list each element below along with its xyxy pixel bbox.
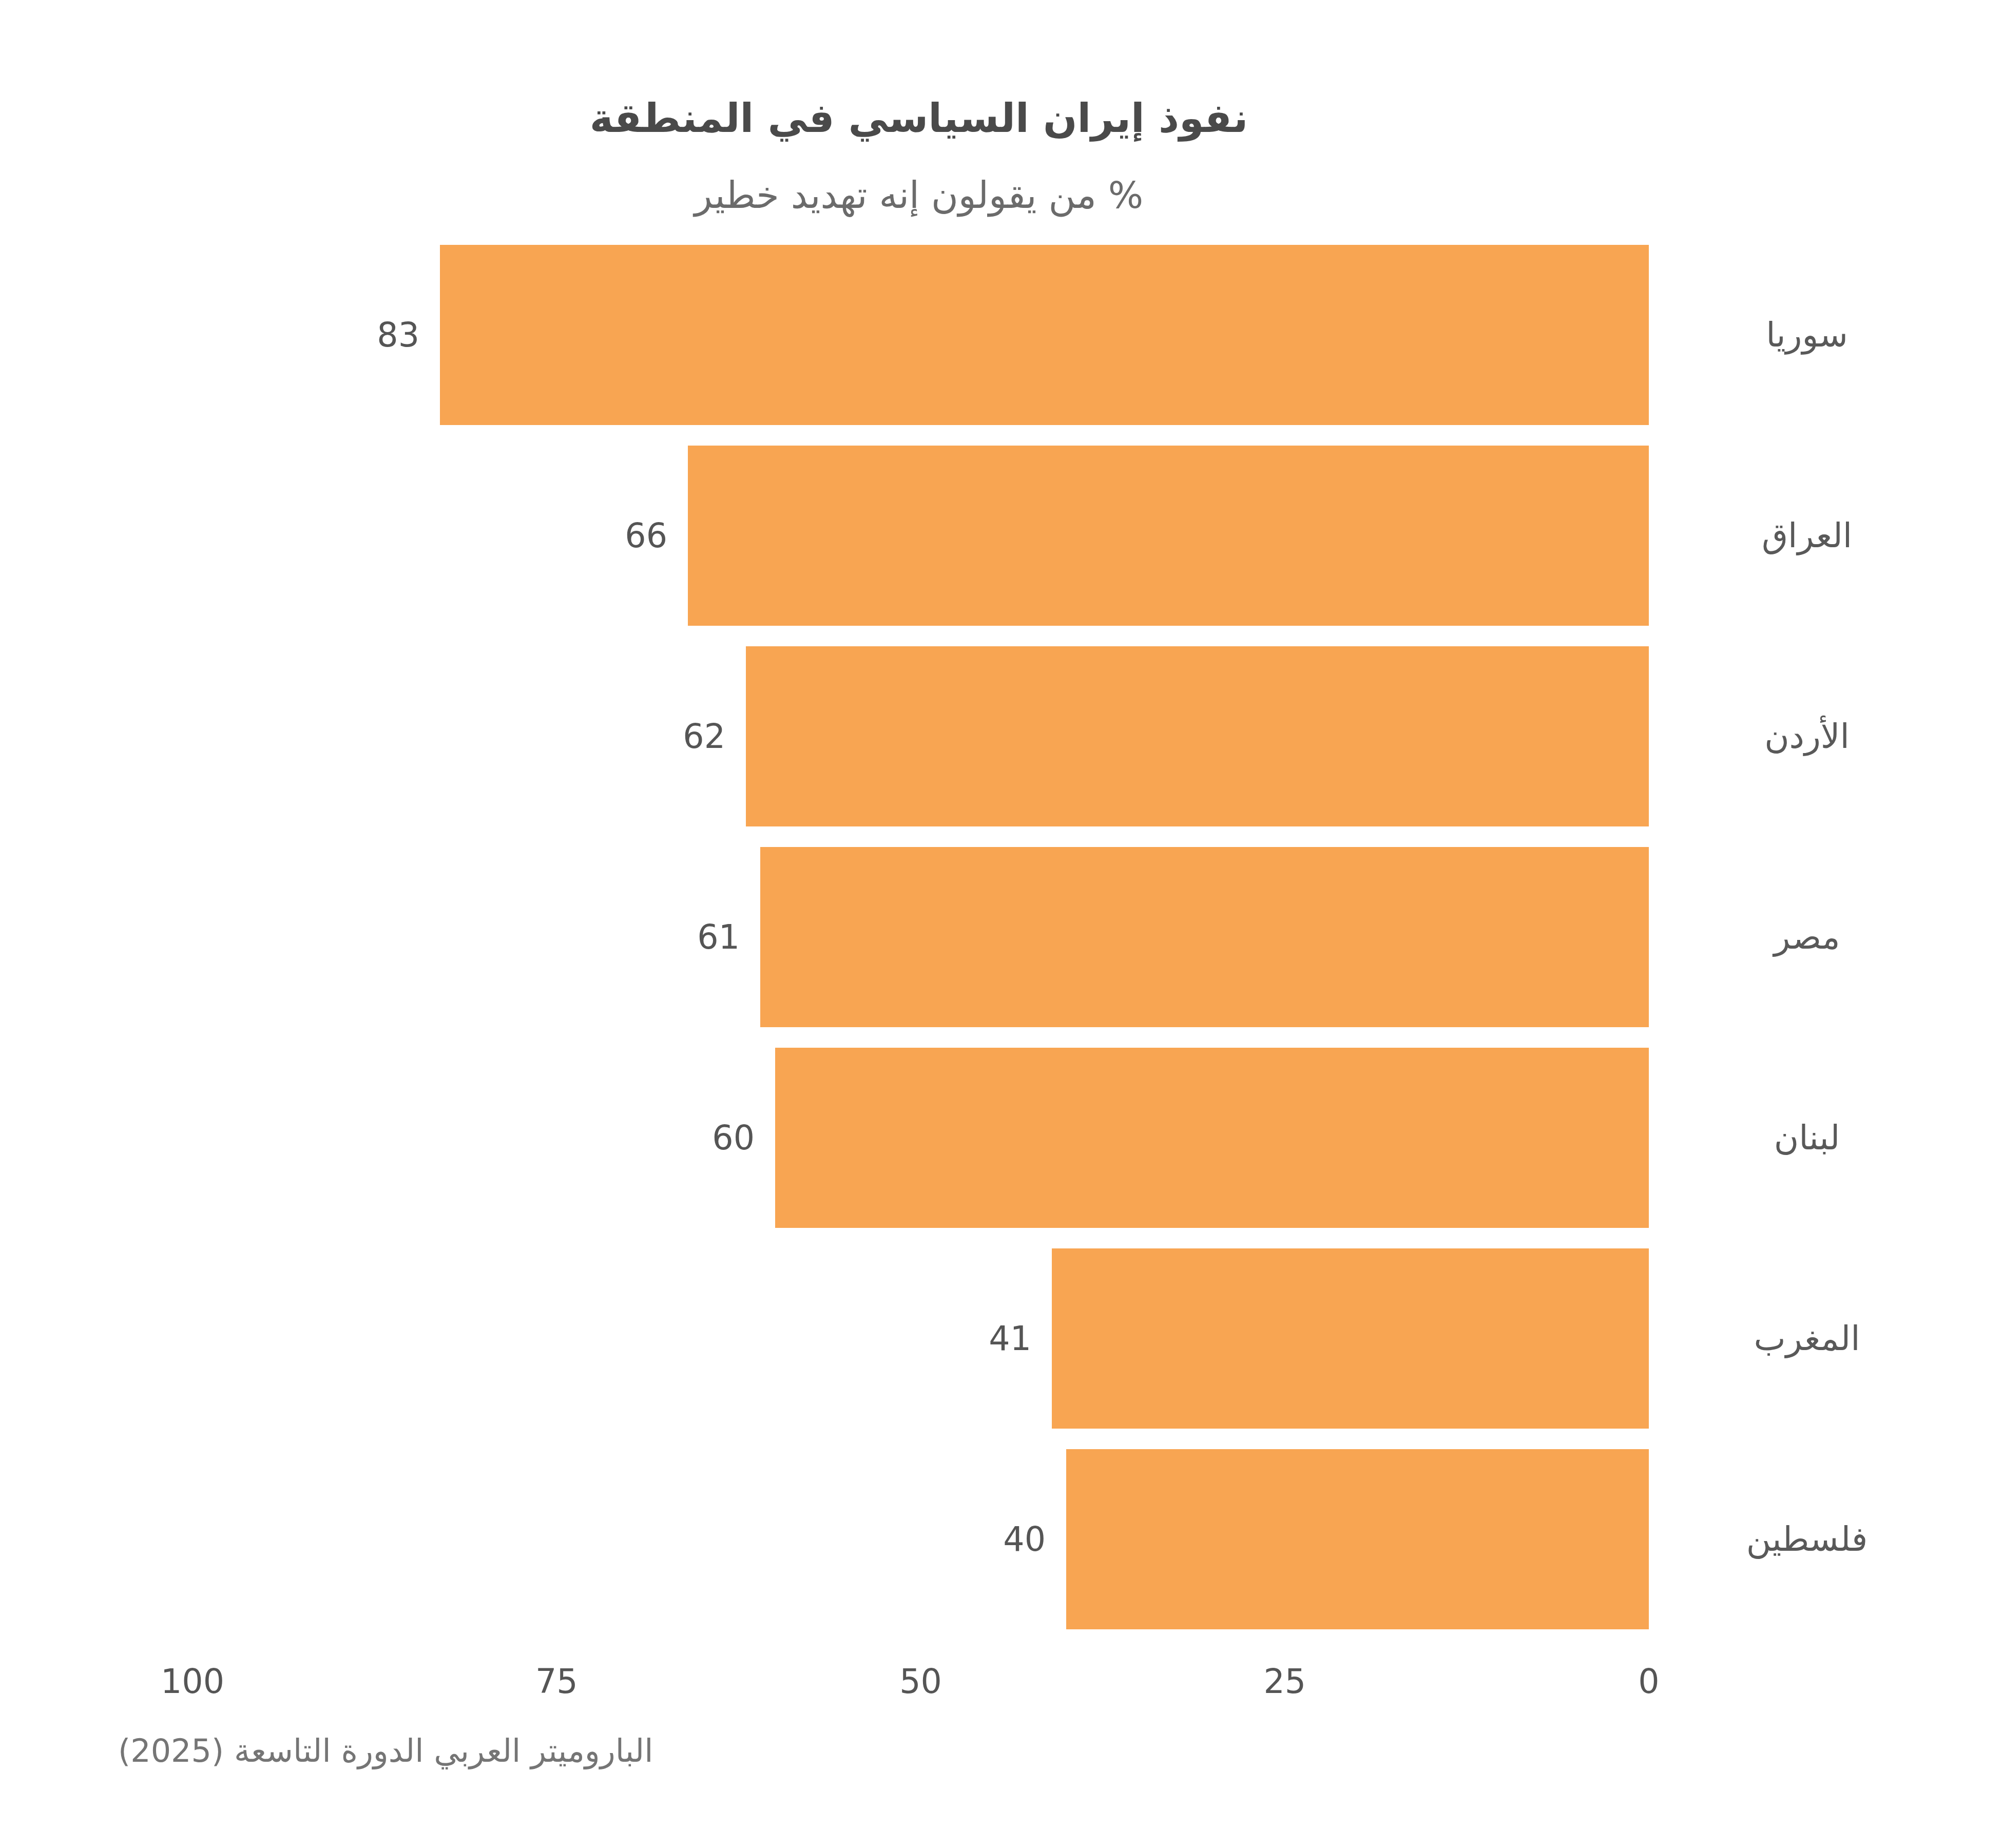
value-label-0: 83	[377, 245, 419, 425]
bar-chart: نفوذ إيران السياسي في المنطقة % من يقولو…	[0, 0, 2002, 1848]
category-label-0: سوريا	[1766, 245, 1848, 425]
x-tick-25: 25	[1263, 1662, 1306, 1701]
category-label-3: مصر	[1774, 847, 1840, 1027]
source-caption: الباروميتر العربي الدورة التاسعة (2025)	[118, 1732, 653, 1769]
value-label-3: 61	[697, 847, 740, 1027]
chart-subtitle: % من يقولون إنه تهديد خطير	[695, 174, 1143, 217]
category-label-4: لبنان	[1774, 1048, 1840, 1228]
value-label-1: 66	[625, 446, 667, 626]
bar-3	[760, 847, 1649, 1027]
x-tick-0: 0	[1638, 1662, 1659, 1701]
value-label-5: 41	[989, 1248, 1031, 1429]
value-label-2: 62	[683, 646, 725, 826]
value-label-4: 60	[712, 1048, 755, 1228]
x-tick-75: 75	[535, 1662, 578, 1701]
category-label-2: الأردن	[1764, 646, 1850, 826]
x-tick-50: 50	[899, 1662, 942, 1701]
bar-5	[1052, 1248, 1649, 1429]
bar-2	[746, 646, 1649, 826]
bar-0	[440, 245, 1649, 425]
bar-6	[1066, 1449, 1649, 1629]
bar-1	[688, 446, 1649, 626]
chart-title: نفوذ إيران السياسي في المنطقة	[590, 95, 1248, 141]
x-tick-100: 100	[161, 1662, 224, 1701]
value-label-6: 40	[1003, 1449, 1046, 1629]
category-label-6: فلسطين	[1746, 1449, 1868, 1629]
category-label-5: المغرب	[1754, 1248, 1860, 1429]
bar-4	[775, 1048, 1649, 1228]
category-label-1: العراق	[1762, 446, 1852, 626]
